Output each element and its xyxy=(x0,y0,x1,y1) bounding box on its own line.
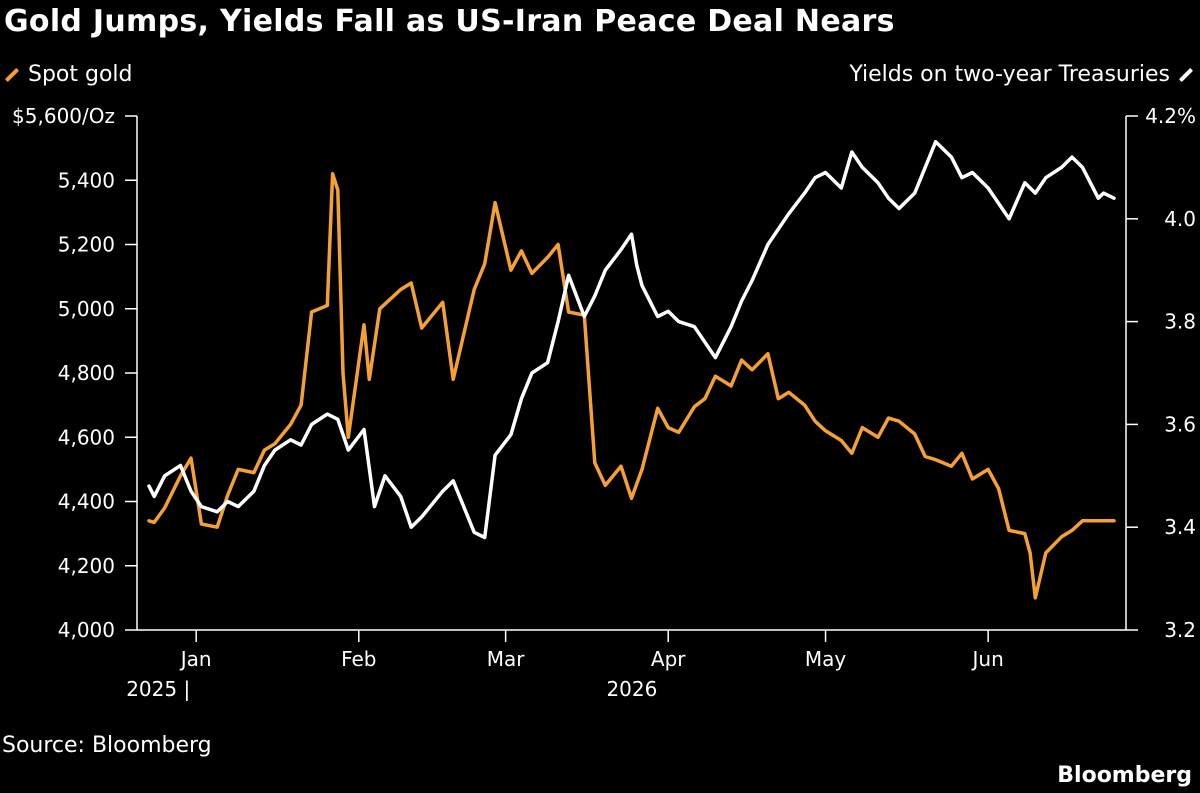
gold-series-line xyxy=(147,172,1116,600)
legend-gold: Spot gold xyxy=(4,62,133,87)
x-year-label: 2025 | xyxy=(126,677,190,701)
x-tick-label: Feb xyxy=(341,647,376,671)
source-note: Source: Bloomberg xyxy=(2,733,212,758)
left-tick-label: $5,600/Oz xyxy=(12,104,115,128)
x-tick-label: May xyxy=(805,647,847,671)
right-tick-label: 4.2% xyxy=(1145,104,1196,128)
left-tick-label: 5,200 xyxy=(58,233,115,257)
right-tick-label: 3.6 xyxy=(1164,412,1196,436)
left-tick-label: 4,600 xyxy=(58,425,115,449)
left-tick-label: 5,000 xyxy=(58,297,115,321)
left-tick-label: 4,000 xyxy=(58,618,115,642)
x-tick-label: Apr xyxy=(651,647,686,671)
left-tick-label: 4,400 xyxy=(58,490,115,514)
legend-gold-label: Spot gold xyxy=(28,62,133,87)
legend-yield: Yields on two-year Treasuries xyxy=(849,62,1194,87)
x-tick-label: Mar xyxy=(487,647,526,671)
x-tick-label: Jun xyxy=(971,647,1004,671)
x-tick-label: Jan xyxy=(179,647,212,671)
legend-yield-label: Yields on two-year Treasuries xyxy=(849,62,1170,87)
yield-series-line xyxy=(147,139,1116,540)
left-tick-label: 4,800 xyxy=(58,361,115,385)
right-tick-label: 4.0 xyxy=(1164,207,1196,231)
left-tick-label: 4,200 xyxy=(58,554,115,578)
right-tick-label: 3.8 xyxy=(1164,310,1196,334)
right-tick-label: 3.4 xyxy=(1164,515,1196,539)
brand-logo: Bloomberg xyxy=(1057,763,1192,788)
x-year-label: 2026 xyxy=(606,677,657,701)
chart-title: Gold Jumps, Yields Fall as US-Iran Peace… xyxy=(4,4,895,39)
left-tick-label: 5,400 xyxy=(58,168,115,192)
right-tick-label: 3.2 xyxy=(1164,618,1196,642)
